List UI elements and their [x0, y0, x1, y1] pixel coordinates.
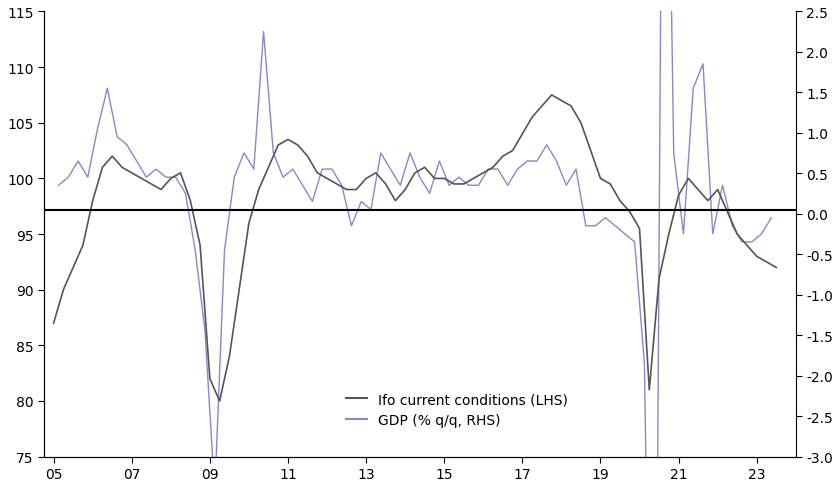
- Legend: Ifo current conditions (LHS), GDP (% q/q, RHS): Ifo current conditions (LHS), GDP (% q/q…: [346, 393, 569, 427]
